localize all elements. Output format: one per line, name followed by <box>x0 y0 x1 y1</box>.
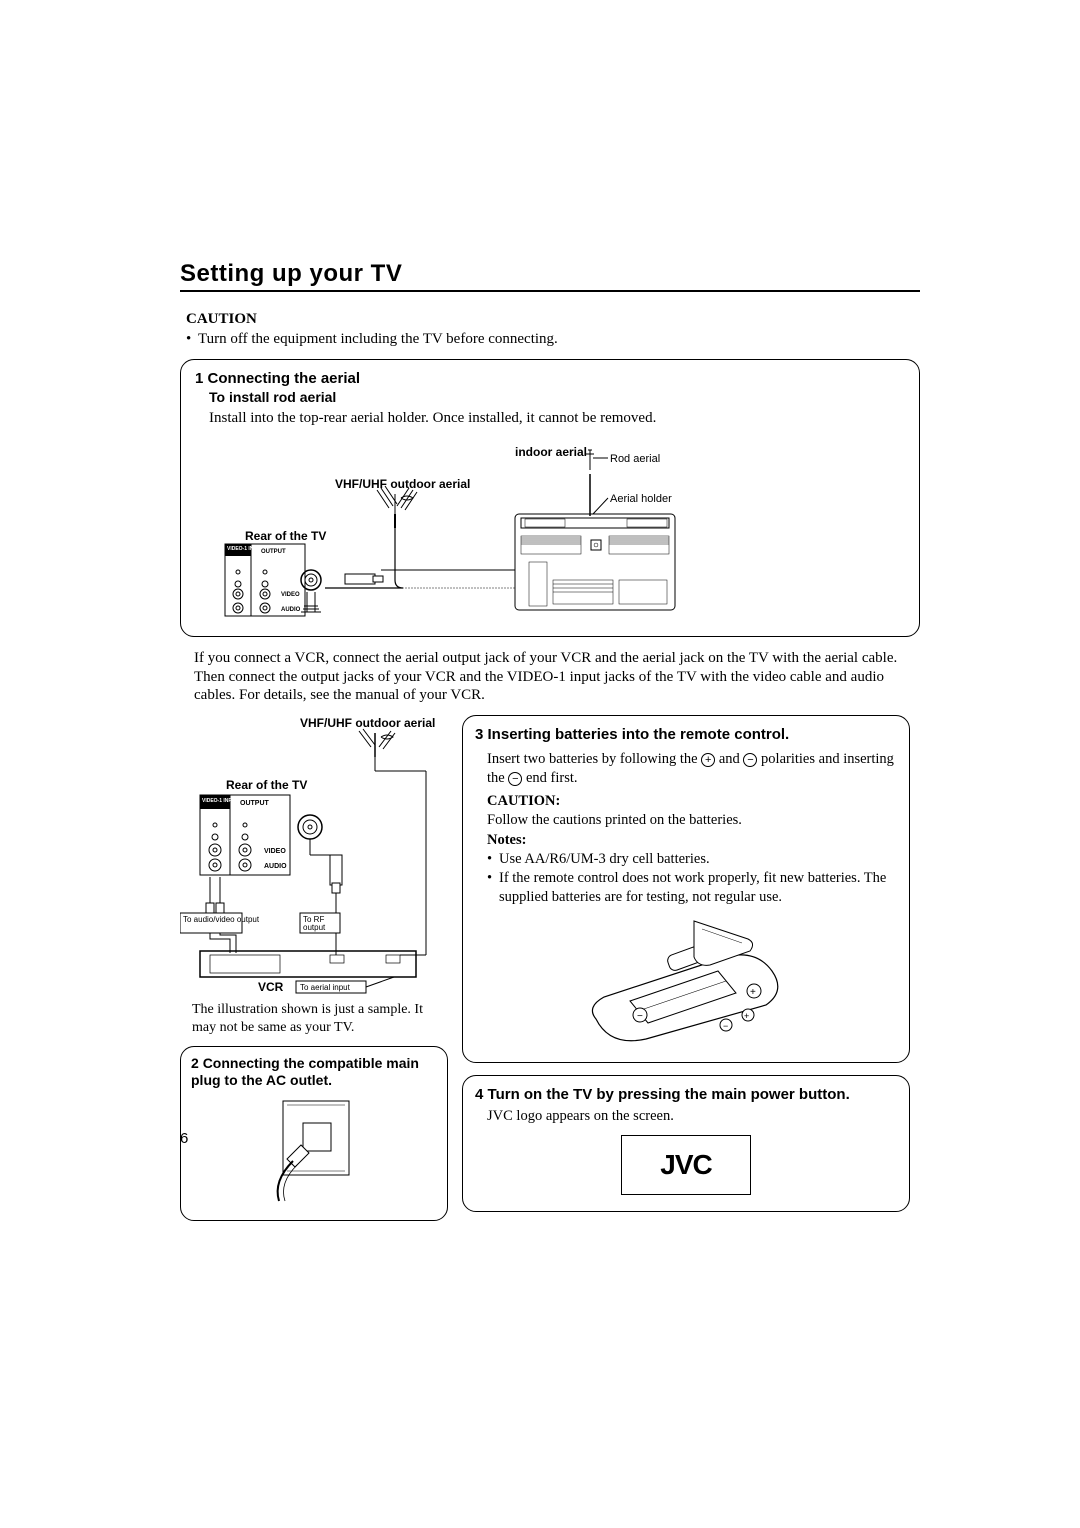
bullet-icon: • <box>186 330 198 350</box>
plus-icon: + <box>701 753 715 767</box>
two-column-region: VHF/UHF outdoor aerial Rear of the <box>180 715 920 1233</box>
main-title: Setting up your TV <box>180 260 920 292</box>
svg-text:VIDEO-1 INPUT: VIDEO-1 INPUT <box>202 798 238 804</box>
bullet-icon: • <box>487 850 499 869</box>
panel3-caution-text: Follow the cautions printed on the batte… <box>487 812 742 828</box>
minus-icon: − <box>743 753 757 767</box>
diagram-aerial-top: indoor aerial Rod aerial VHF/UHF outdoor… <box>195 440 905 630</box>
label-vhf-uhf-2: VHF/UHF outdoor aerial <box>300 716 435 730</box>
panel-3-batteries: 3 Inserting batteries into the remote co… <box>462 715 910 1063</box>
top-caution: CAUTION •Turn off the equipment includin… <box>186 310 920 349</box>
panel-4-power: 4 Turn on the TV by pressing the main po… <box>462 1075 910 1212</box>
panel-1-aerial: 1 Connecting the aerial To install rod a… <box>180 359 920 637</box>
panel3-heading: Inserting batteries into the remote cont… <box>488 726 790 743</box>
svg-text:OUTPUT: OUTPUT <box>240 800 270 807</box>
note2: If the remote control does not work prop… <box>499 869 897 907</box>
plug-diagram <box>191 1095 437 1210</box>
vcr-diagram-svg: VHF/UHF outdoor aerial Rear of the <box>180 715 448 995</box>
vcr-connection-text: If you connect a VCR, connect the aerial… <box>194 649 906 705</box>
remote-battery-diagram: − + − + <box>475 915 897 1050</box>
panel3-caution-label: CAUTION: <box>487 793 560 809</box>
page-content: Setting up your TV CAUTION •Turn off the… <box>180 260 920 1233</box>
label-rear-tv-2: Rear of the TV <box>226 778 307 792</box>
panel2-heading-row: 2 Connecting the compatible main plug to… <box>191 1055 437 1089</box>
panel1-heading: Connecting the aerial <box>208 370 361 387</box>
svg-text:output: output <box>303 923 326 932</box>
remote-svg: − + − + <box>576 915 796 1045</box>
caution-text: Turn off the equipment including the TV … <box>198 331 558 347</box>
svg-text:VIDEO: VIDEO <box>264 848 286 855</box>
panel1-subheading: To install rod aerial <box>209 389 905 405</box>
caution-label: CAUTION <box>186 311 257 327</box>
panel-2-plug: 2 Connecting the compatible main plug to… <box>180 1046 448 1221</box>
svg-text:VIDEO: VIDEO <box>281 592 300 598</box>
minus-icon: − <box>508 772 522 786</box>
plug-svg <box>249 1095 379 1205</box>
panel4-text: JVC logo appears on the screen. <box>487 1108 897 1125</box>
note1: Use AA/R6/UM-3 dry cell batteries. <box>499 851 710 867</box>
aerial-diagram-svg: indoor aerial Rod aerial VHF/UHF outdoor… <box>195 440 905 630</box>
panel1-heading-row: 1 Connecting the aerial <box>195 370 905 387</box>
right-column: 3 Inserting batteries into the remote co… <box>462 715 910 1224</box>
step-number: 4 <box>475 1086 483 1103</box>
diagram-vcr: VHF/UHF outdoor aerial Rear of the <box>180 715 448 995</box>
svg-text:AUDIO: AUDIO <box>264 863 287 870</box>
insert-text-a: Insert two batteries by following the <box>487 751 701 767</box>
page-number: 6 <box>180 1130 188 1147</box>
panel2-heading: Connecting the compatible main plug to t… <box>191 1055 419 1088</box>
diagram-disclaimer: The illustration shown is just a sample.… <box>192 1001 446 1036</box>
panel3-heading-row: 3 Inserting batteries into the remote co… <box>475 726 897 744</box>
left-column: VHF/UHF outdoor aerial Rear of the <box>180 715 448 1233</box>
panel1-install-text: Install into the top-rear aerial holder.… <box>209 409 905 428</box>
label-aerial-holder: Aerial holder <box>610 493 672 505</box>
step-number: 3 <box>475 726 483 743</box>
step-number: 1 <box>195 370 203 387</box>
insert-text-d: end first. <box>522 770 577 786</box>
step-number: 2 <box>191 1055 199 1071</box>
bullet-icon: • <box>487 869 499 907</box>
panel3-notes: Notes: •Use AA/R6/UM-3 dry cell batterie… <box>487 831 897 906</box>
svg-text:AUDIO: AUDIO <box>281 607 301 613</box>
label-vhf-uhf: VHF/UHF outdoor aerial <box>335 477 470 491</box>
svg-text:−: − <box>637 1011 643 1022</box>
panel4-heading: Turn on the TV by pressing the main powe… <box>488 1086 850 1103</box>
notes-label: Notes: <box>487 832 526 848</box>
label-vcr: VCR <box>258 980 284 994</box>
panel3-insert-text: Insert two batteries by following the + … <box>487 750 897 788</box>
panel4-heading-row: 4 Turn on the TV by pressing the main po… <box>475 1086 897 1104</box>
svg-text:VIDEO-1 INPUT: VIDEO-1 INPUT <box>227 546 263 552</box>
jvc-logo: JVC <box>621 1135 751 1195</box>
label-indoor-aerial: indoor aerial <box>515 445 587 459</box>
label-rear-tv: Rear of the TV <box>245 529 326 543</box>
panel3-caution-block: CAUTION: Follow the cautions printed on … <box>487 792 897 830</box>
insert-text-b: and <box>715 751 743 767</box>
svg-text:+: + <box>744 1011 749 1021</box>
svg-text:To audio/video output: To audio/video output <box>183 915 260 924</box>
svg-text:−: − <box>723 1021 728 1031</box>
label-rod-aerial: Rod aerial <box>610 453 660 465</box>
svg-text:OUTPUT: OUTPUT <box>261 549 286 555</box>
svg-text:+: + <box>750 987 756 998</box>
svg-text:To aerial input: To aerial input <box>300 983 351 992</box>
